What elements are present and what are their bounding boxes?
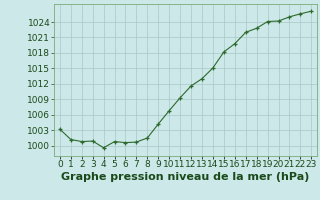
X-axis label: Graphe pression niveau de la mer (hPa): Graphe pression niveau de la mer (hPa): [61, 172, 310, 182]
